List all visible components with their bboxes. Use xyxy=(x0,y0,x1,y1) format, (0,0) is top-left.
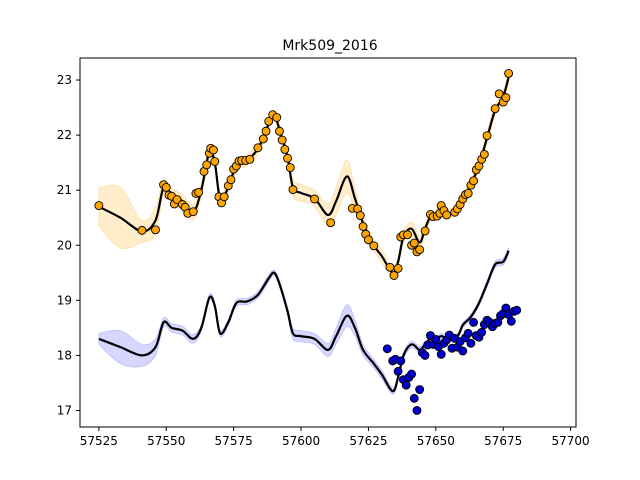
data-point-s1-42 xyxy=(283,153,293,163)
y-tick-label-6: 22 xyxy=(57,128,72,142)
data-point-s2-11 xyxy=(412,406,422,415)
data-point-s1-45 xyxy=(310,194,319,204)
data-point-s1-54 xyxy=(385,262,395,272)
data-point-s2-48 xyxy=(512,305,522,315)
data-point-s2-35 xyxy=(477,327,487,337)
x-tick-label-1: 57525 xyxy=(80,434,118,448)
data-point-s2-1 xyxy=(382,344,392,354)
data-point-s2-31 xyxy=(466,338,476,348)
data-point-s2-9 xyxy=(407,369,417,379)
data-point-s1-32 xyxy=(245,154,255,164)
data-point-s1-79 xyxy=(469,176,479,186)
data-point-s1-34 xyxy=(258,134,268,144)
data-point-s1-17 xyxy=(202,160,212,170)
data-point-s1-41 xyxy=(280,144,290,154)
data-point-s1-89 xyxy=(504,68,514,78)
data-point-s1-20 xyxy=(208,145,218,155)
data-point-s1-63 xyxy=(415,245,425,255)
data-point-s1-36 xyxy=(264,116,274,126)
data-point-s1-39 xyxy=(275,126,284,136)
data-point-s1-52 xyxy=(363,235,373,245)
data-point-s1-85 xyxy=(490,104,500,114)
data-point-s2-14 xyxy=(420,350,430,360)
data-point-s1-50 xyxy=(358,222,368,231)
data-point-s2-46 xyxy=(506,316,516,326)
data-point-s1-2 xyxy=(137,225,147,235)
data-point-s1-9 xyxy=(172,195,182,204)
data-point-s1-88 xyxy=(501,93,511,103)
x-tick-label-3: 57575 xyxy=(215,434,253,448)
plot-area-frame xyxy=(79,57,577,428)
x-tick-label-2: 57550 xyxy=(147,434,185,448)
data-point-s1-38 xyxy=(272,113,282,122)
y-axis: 17 18 19 20 21 22 23 xyxy=(57,73,80,417)
data-point-s1-33 xyxy=(253,143,263,153)
data-point-s1-35 xyxy=(261,126,271,136)
data-point-s2-32 xyxy=(469,317,479,327)
data-point-s1-56 xyxy=(393,263,403,273)
data-point-s2-28 xyxy=(458,346,468,356)
data-point-s1-24 xyxy=(219,192,229,202)
x-tick-label-8: 57700 xyxy=(552,434,590,448)
data-points xyxy=(94,68,522,415)
x-tick-label-5: 57625 xyxy=(349,434,387,448)
y-tick-label-5: 21 xyxy=(57,183,72,197)
data-point-s1-83 xyxy=(479,149,489,159)
data-point-s1-13 xyxy=(188,207,198,217)
data-point-s2-12 xyxy=(415,385,425,394)
data-point-s1-59 xyxy=(403,230,412,240)
chart-title: Mrk509_2016 xyxy=(282,38,377,54)
uncertainty-band-2 xyxy=(98,247,510,395)
y-tick-label-1: 17 xyxy=(57,403,72,417)
data-point-s2-10 xyxy=(409,393,419,403)
data-point-s1-40 xyxy=(277,135,287,145)
data-point-s1-49 xyxy=(355,211,365,220)
y-tick-label-4: 20 xyxy=(57,238,72,252)
data-point-s1-84 xyxy=(482,131,492,141)
data-point-s2-30 xyxy=(463,328,473,338)
data-point-s1-5 xyxy=(161,182,171,192)
data-point-s1-3 xyxy=(151,225,160,235)
data-point-s1-43 xyxy=(285,163,295,173)
data-point-s1-26 xyxy=(226,175,236,185)
x-tick-label-6: 57650 xyxy=(417,434,455,448)
data-point-s1-21 xyxy=(210,157,220,166)
data-point-s2-20 xyxy=(436,349,446,359)
data-point-s1-55 xyxy=(389,271,399,280)
data-point-s1-61 xyxy=(409,238,419,248)
data-point-s1-64 xyxy=(420,226,430,236)
data-point-s1-86 xyxy=(494,89,504,99)
data-point-s2-5 xyxy=(396,356,406,366)
x-axis: 57525 57550 57575 57600 57625 57650 57675 57700 xyxy=(80,427,590,448)
y-tick-label-3: 19 xyxy=(57,293,72,307)
y-tick-label-2: 18 xyxy=(57,348,72,362)
data-point-s1-46 xyxy=(326,218,336,228)
data-point-s1-15 xyxy=(194,187,204,197)
y-tick-label-7: 23 xyxy=(57,73,72,87)
data-point-s1-53 xyxy=(369,241,379,251)
data-point-s1-71 xyxy=(442,210,452,220)
x-tick-label-4: 57600 xyxy=(282,434,320,448)
data-point-s1-44 xyxy=(288,185,298,195)
data-point-s2-7 xyxy=(401,380,411,390)
data-point-s2-4 xyxy=(393,366,403,376)
data-point-s1-1 xyxy=(94,201,104,211)
x-tick-label-7: 57675 xyxy=(484,434,522,448)
data-point-s1-77 xyxy=(463,189,473,198)
